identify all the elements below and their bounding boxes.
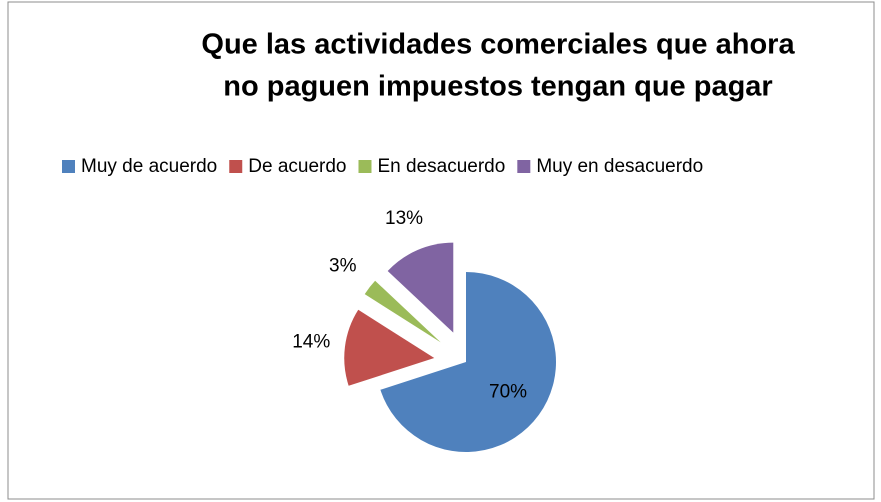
pie-slice <box>380 272 556 452</box>
pie-slice <box>344 309 435 386</box>
pie-slice <box>387 242 454 333</box>
legend-label: En desacuerdo <box>377 156 505 177</box>
legend-swatch <box>517 160 531 173</box>
chart-title: Que las actividades comerciales que ahor… <box>201 29 795 61</box>
legend-swatch <box>358 160 372 173</box>
pie-slice <box>364 280 441 343</box>
legend-swatch <box>62 160 75 173</box>
legend-swatch <box>229 160 243 173</box>
data-label: 13% <box>385 208 423 229</box>
data-label: 3% <box>329 255 357 276</box>
legend-label: Muy de acuerdo <box>81 156 217 177</box>
data-label: 14% <box>292 331 330 352</box>
legend-label: Muy en desacuerdo <box>536 156 703 177</box>
chart-title: no paguen impuestos tengan que pagar <box>223 71 772 103</box>
data-label: 70% <box>489 382 527 403</box>
legend-label: De acuerdo <box>248 156 346 177</box>
